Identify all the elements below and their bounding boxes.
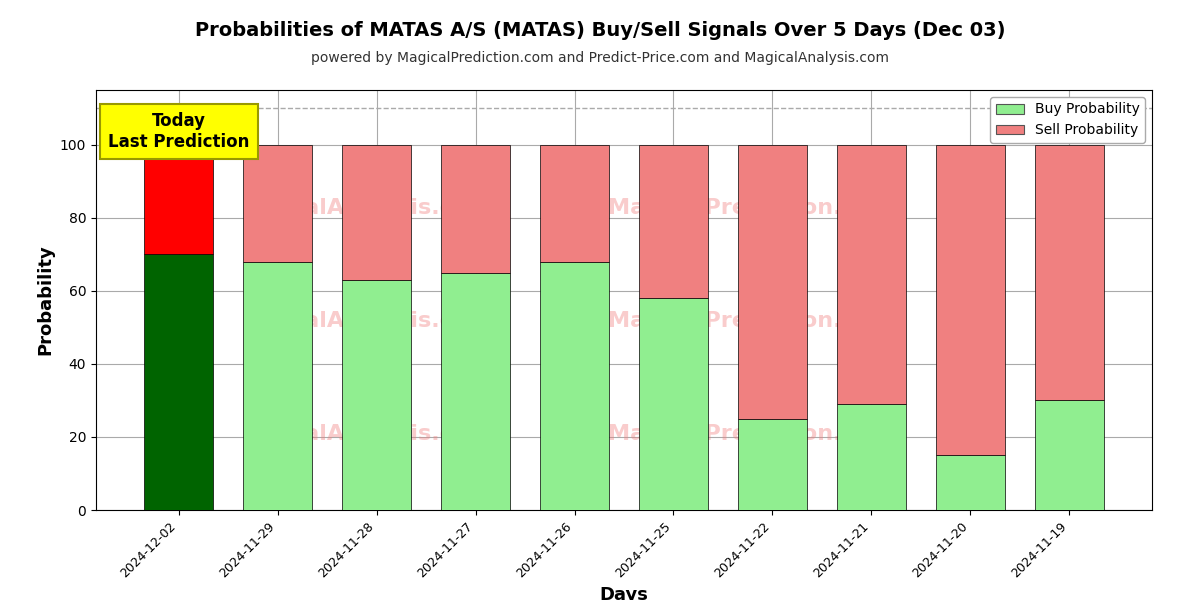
Bar xyxy=(144,145,214,254)
Bar xyxy=(936,145,1006,455)
Text: MagicalPrediction.com: MagicalPrediction.com xyxy=(608,197,894,218)
Text: Probabilities of MATAS A/S (MATAS) Buy/Sell Signals Over 5 Days (Dec 03): Probabilities of MATAS A/S (MATAS) Buy/S… xyxy=(194,21,1006,40)
Bar xyxy=(242,145,312,262)
Text: MagicalPrediction.com: MagicalPrediction.com xyxy=(608,424,894,445)
Bar xyxy=(144,254,214,510)
Text: Today
Last Prediction: Today Last Prediction xyxy=(108,112,250,151)
Bar xyxy=(440,272,510,510)
Bar xyxy=(342,280,412,510)
Text: calAnalysis.com: calAnalysis.com xyxy=(292,197,492,218)
Bar xyxy=(242,262,312,510)
Bar xyxy=(1034,400,1104,510)
Y-axis label: Probability: Probability xyxy=(36,245,54,355)
Bar xyxy=(638,145,708,298)
Bar xyxy=(738,145,808,419)
Bar xyxy=(738,419,808,510)
Bar xyxy=(540,145,610,262)
Text: calAnalysis.com: calAnalysis.com xyxy=(292,424,492,445)
Bar xyxy=(836,145,906,404)
X-axis label: Days: Days xyxy=(600,586,648,600)
Text: calAnalysis.com: calAnalysis.com xyxy=(292,311,492,331)
Bar xyxy=(540,262,610,510)
Bar xyxy=(638,298,708,510)
Text: powered by MagicalPrediction.com and Predict-Price.com and MagicalAnalysis.com: powered by MagicalPrediction.com and Pre… xyxy=(311,51,889,65)
Bar xyxy=(342,145,412,280)
Bar xyxy=(836,404,906,510)
Bar xyxy=(936,455,1006,510)
Text: MagicalPrediction.com: MagicalPrediction.com xyxy=(608,311,894,331)
Legend: Buy Probability, Sell Probability: Buy Probability, Sell Probability xyxy=(990,97,1145,143)
Bar xyxy=(1034,145,1104,400)
Bar xyxy=(440,145,510,272)
